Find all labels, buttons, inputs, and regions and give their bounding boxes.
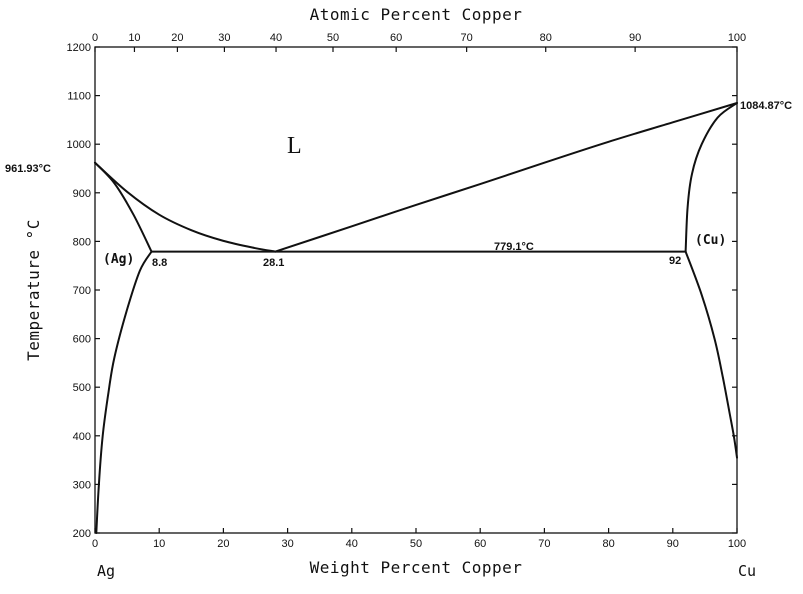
x-tick-label: 70 [538,538,550,550]
x-tick-label: 50 [410,538,422,550]
y-tick-label: 1200 [67,42,91,54]
cu-solidus [684,102,738,253]
x-tick-label: 20 [217,538,229,550]
x-tick-label: 60 [474,538,486,550]
cu-phase-label: (Cu) [695,233,726,248]
cu-element-label: Cu [738,562,756,580]
y-tick-label: 700 [73,285,91,297]
x-tick-label: 0 [92,538,98,550]
bottom-x-axis: 0 10 20 30 40 50 60 70 80 90 100 [92,528,746,550]
y-axis: 200 300 400 500 600 700 800 900 1000 1100 1200 [67,42,737,540]
y-tick-label: 1100 [67,91,91,103]
y-tick-label: 1000 [67,139,91,151]
y-tick-label: 400 [73,431,91,443]
x-tick-label: 40 [346,538,358,550]
top-x-axis: 0 10 20 30 40 50 60 70 80 90 100 [92,32,746,52]
cu-melting-label: 1084.87°C [740,100,792,112]
y-axis-title: Temperature °C [24,219,43,361]
top-tick-label: 30 [218,32,230,44]
top-tick-label: 60 [390,32,402,44]
top-tick-label: 50 [327,32,339,44]
ag-liquidus [94,161,277,253]
ag-solubility-label: 8.8 [152,257,167,269]
eutectic-temp-label: 779.1°C [494,241,534,253]
phase-boundaries [94,102,738,534]
top-tick-label: 20 [171,32,183,44]
top-axis-title: Atomic Percent Copper [310,5,523,24]
ag-solidus [94,161,153,253]
x-tick-label: 100 [728,538,746,550]
x-tick-label: 10 [153,538,165,550]
y-tick-label: 200 [73,528,91,540]
top-tick-label: 100 [728,32,746,44]
cu-liquidus [274,102,738,253]
ag-element-label: Ag [97,562,115,580]
ag-solvus [95,250,153,534]
top-tick-label: 90 [629,32,641,44]
top-tick-label: 80 [540,32,552,44]
top-tick-label: 0 [92,32,98,44]
x-tick-label: 80 [602,538,614,550]
eutectic-comp-label: 28.1 [263,257,284,269]
y-tick-label: 900 [73,188,91,200]
x-tick-label: 30 [281,538,293,550]
x-tick-label: 90 [667,538,679,550]
ag-phase-label: (Ag) [103,252,134,267]
y-tick-label: 800 [73,236,91,248]
y-tick-label: 500 [73,382,91,394]
bottom-axis-title: Weight Percent Copper [310,558,523,577]
plot-frame [94,46,738,534]
cu-solubility-label: 92 [669,255,681,267]
top-tick-label: 40 [270,32,282,44]
ag-melting-label: 961.93°C [5,163,51,175]
top-tick-label: 70 [461,32,473,44]
y-tick-label: 600 [73,334,91,346]
liquid-phase-label: L [287,133,302,159]
y-tick-label: 300 [73,479,91,491]
top-tick-label: 10 [128,32,140,44]
cu-solvus [684,250,738,459]
